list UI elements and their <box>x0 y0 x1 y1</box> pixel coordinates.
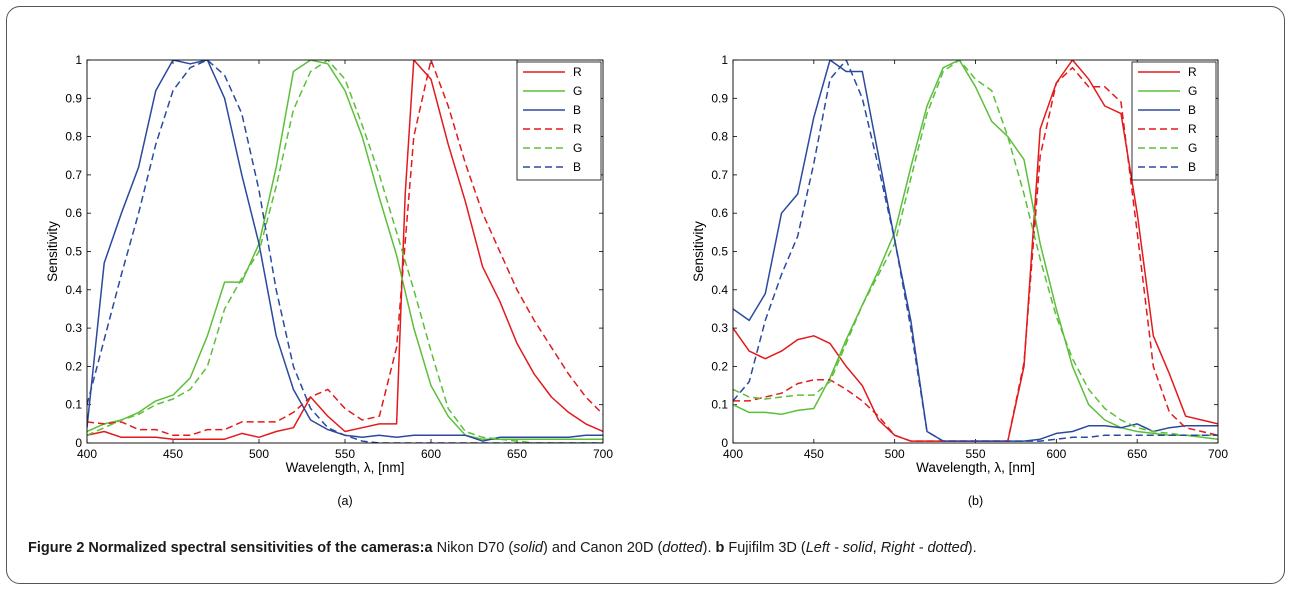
caption-a-text2: ) and Canon 20D ( <box>542 540 663 556</box>
series-line-b-dashed <box>733 60 1218 442</box>
legend-label: R <box>1188 65 1197 79</box>
x-axis-label: Wavelength, λ, [nm] <box>916 460 1035 475</box>
series-group <box>733 60 1218 442</box>
legend-label: G <box>573 141 582 155</box>
y-tick-label: 0.9 <box>65 91 82 105</box>
y-tick-label: 0.3 <box>65 321 82 335</box>
y-tick-label: 1 <box>75 53 82 67</box>
y-tick-label: 0.6 <box>65 206 82 220</box>
y-tick-label: 0 <box>75 436 82 450</box>
series-line-g-dashed <box>87 60 603 443</box>
caption-b-right: Right - dotted <box>880 540 968 556</box>
x-tick-label: 450 <box>163 447 183 461</box>
legend-label: B <box>1188 160 1196 174</box>
legend-box <box>516 61 602 181</box>
chart-panel-a: 400 450 500 550 600 650 700 0 0.1 0.2 0.3 0.4 0.5 0.6… <box>45 53 613 508</box>
y-tick-label: 0.7 <box>711 168 728 182</box>
x-tick-label: 650 <box>1127 447 1147 461</box>
plot-area-box <box>86 59 604 444</box>
figure-frame <box>6 6 1285 584</box>
caption-b-label: b <box>715 540 725 556</box>
caption-b-text3: ). <box>967 540 977 556</box>
caption-lead: Figure 2 Normalized spectral sensitiviti… <box>28 540 425 556</box>
y-tick-label: 0.5 <box>65 245 82 259</box>
y-tick-label: 0.1 <box>65 398 82 412</box>
x-tick-label: 500 <box>249 447 269 461</box>
legend-label: G <box>1188 141 1197 155</box>
y-tick-label: 0 <box>721 436 728 450</box>
y-tick-label: 1 <box>721 53 728 67</box>
series-line-g-dashed <box>733 60 1218 437</box>
y-tick-label: 0.7 <box>65 168 82 182</box>
panel-label: (b) <box>968 494 983 508</box>
y-axis-label: Sensitivity <box>691 221 706 282</box>
caption-b-left: Left - solid <box>805 540 873 556</box>
y-tick-label: 0.2 <box>711 359 728 373</box>
x-tick-label: 550 <box>965 447 985 461</box>
caption-b-text2: , <box>872 540 881 556</box>
y-tick-label: 0.9 <box>711 91 728 105</box>
x-tick-label: 700 <box>593 447 613 461</box>
x-tick-label: 650 <box>507 447 527 461</box>
legend-label: G <box>573 84 582 98</box>
caption-a-label: a <box>424 540 433 556</box>
series-line-g-solid <box>87 60 603 440</box>
x-tick-label: 600 <box>1046 447 1066 461</box>
y-axis-label: Sensitivity <box>45 221 60 282</box>
legend-label: R <box>1188 122 1197 136</box>
legend-label: R <box>573 122 582 136</box>
figure-caption: Figure 2 Normalized spectral sensitiviti… <box>28 538 1268 558</box>
legend-label: B <box>573 160 581 174</box>
y-tick-label: 0.2 <box>65 359 82 373</box>
legend-box <box>1131 61 1217 181</box>
series-line-r-solid <box>87 60 603 440</box>
chart-panel-b: 400 450 500 550 600 650 700 0 0.1 0.2 0.3 0.4 0.5 0.6… <box>691 53 1228 508</box>
caption-a-solid: solid <box>513 540 543 556</box>
legend-label: B <box>1188 103 1196 117</box>
x-tick-label: 450 <box>804 447 824 461</box>
y-tick-label: 0.5 <box>711 245 728 259</box>
y-tick-label: 0.8 <box>711 130 728 144</box>
y-tick-label: 0.4 <box>65 283 82 297</box>
x-axis-label: Wavelength, λ, [nm] <box>286 460 405 475</box>
x-tick-label: 500 <box>885 447 905 461</box>
legend-label: B <box>573 103 581 117</box>
y-tick-label: 0.3 <box>711 321 728 335</box>
legend-label: G <box>1188 84 1197 98</box>
y-tick-label: 0.4 <box>711 283 728 297</box>
caption-a-dotted: dotted <box>662 540 703 556</box>
panel-label: (a) <box>337 494 352 508</box>
x-tick-label: 400 <box>77 447 97 461</box>
x-tick-label: 550 <box>335 447 355 461</box>
x-tick-label: 600 <box>421 447 441 461</box>
caption-a-text3: ). <box>702 540 716 556</box>
y-tick-label: 0.1 <box>711 398 728 412</box>
caption-b-text1: Fujifilm 3D ( <box>724 540 806 556</box>
x-tick-label: 700 <box>1208 447 1228 461</box>
series-group <box>87 60 603 443</box>
y-tick-label: 0.8 <box>65 130 82 144</box>
legend-label: R <box>573 65 582 79</box>
series-line-b-dashed <box>87 60 603 443</box>
caption-a-text1: Nikon D70 ( <box>432 540 514 556</box>
series-line-r-dashed <box>87 60 603 437</box>
series-line-g-solid <box>733 60 1218 440</box>
figure-charts: 400 450 500 550 600 650 700 0 0.1 0.2 0.3 0.4 0.5 0.6… <box>45 53 1228 508</box>
y-tick-label: 0.6 <box>711 206 728 220</box>
x-tick-label: 400 <box>723 447 743 461</box>
plot-area-box <box>732 59 1219 444</box>
